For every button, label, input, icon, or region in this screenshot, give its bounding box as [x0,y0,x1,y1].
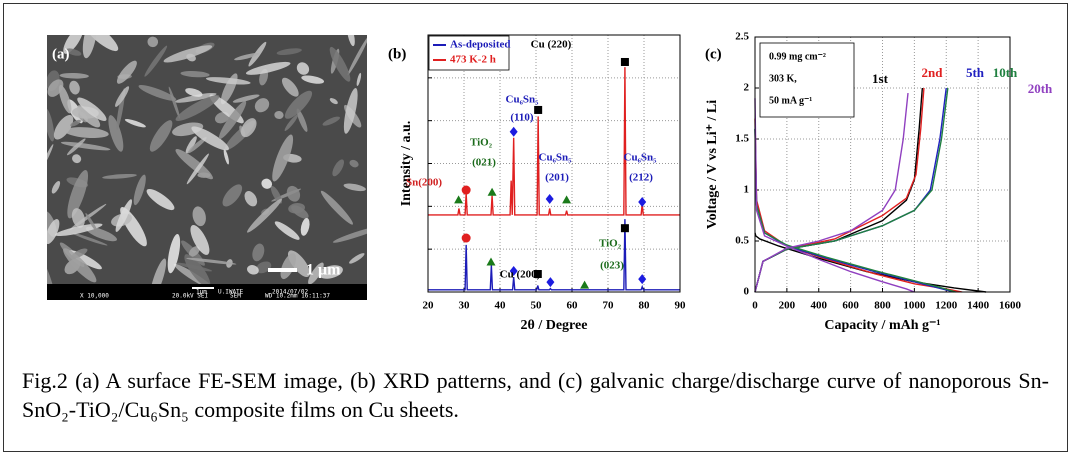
peak-annotation: TiO₂ [599,238,622,250]
figure-panels: (a)1 μm1μmU.IWATE2014/07/02X 10,00020.0k… [0,0,1071,350]
legend-label: 473 K-2 h [450,54,496,66]
sem-info-text: X 10,000 [80,293,109,300]
peak-annotation: Cu₆Sn₅ [506,94,540,106]
peak-annotation: (110) [510,112,534,124]
y-tick-label: 0 [744,286,750,298]
y-tick-label: 2.5 [735,31,749,43]
x-tick-label: 800 [874,300,891,312]
peak-annotation: (023) [600,260,624,272]
x-tick-label: 60 [567,300,579,312]
y-tick-label: 1.5 [735,133,749,145]
peak-annotation: Sn(200) [406,177,442,189]
peak-annotation: Cu (220) [531,39,572,51]
inset-text: 0.99 mg cm⁻² [769,51,826,62]
x-tick-label: 90 [675,300,687,312]
y-tick-label: 0.5 [735,235,749,247]
legend-label: 20th [1028,81,1053,96]
peak-annotation: Cu₆Sn₅ [539,152,573,164]
x-tick-label: 400 [811,300,828,312]
sem-info-text: SEM [230,293,241,300]
y-axis-label: Voltage / V vs Li⁺ / Li [705,100,720,229]
x-tick-label: 80 [639,300,651,312]
y-tick-label: 1 [744,184,750,196]
peak-marker [462,186,471,195]
legend-label: 10th [993,65,1018,80]
x-axis-label: 2θ / Degree [521,318,588,333]
legend-label: As-deposited [450,39,511,51]
peak-annotation: Cu₆Sn₅ [624,152,658,164]
panel-label: (c) [705,46,722,62]
legend-label: 2nd [922,65,944,80]
x-tick-label: 600 [842,300,859,312]
x-tick-label: 40 [495,300,507,312]
caption: Fig.2 (a) A surface FE-SEM image, (b) XR… [22,366,1049,424]
sem-image [40,16,381,301]
peak-marker [621,58,629,66]
x-tick-label: 1200 [935,300,958,312]
x-tick-label: 200 [779,300,796,312]
x-tick-label: 1400 [967,300,990,312]
peak-annotation: (201) [545,172,569,184]
sem-panel-label: (a) [52,46,70,62]
inset-text: 50 mA g⁻¹ [769,95,812,106]
legend-label: 1st [872,71,889,86]
peak-annotation: (212) [629,172,653,184]
legend-label: 5th [966,65,985,80]
peak-annotation: Cu (200) [500,269,541,281]
x-axis-label: Capacity / mAh g⁻¹ [824,318,940,333]
x-tick-label: 70 [603,300,615,312]
x-tick-label: 1600 [999,300,1022,312]
peak-annotation: (021) [472,157,496,169]
x-tick-label: 1000 [903,300,926,312]
x-tick-label: 30 [459,300,471,312]
x-tick-label: 20 [423,300,435,312]
sem-info-text: 20.0kV SEI [172,293,209,300]
peak-marker [621,224,629,232]
peak-annotation: TiO₂ [470,137,493,149]
sem-scale-text: 1 μm [306,262,341,279]
y-tick-label: 2 [744,82,750,94]
figure-page: (a)1 μm1μmU.IWATE2014/07/02X 10,00020.0k… [0,0,1071,455]
x-tick-label: 50 [531,300,543,312]
peak-marker [462,234,471,243]
y-axis-label: Intensity / a.u. [399,121,414,207]
panel-label: (b) [388,46,406,62]
sem-info-text: WD 10.2mm 16:11:37 [265,293,330,300]
x-tick-label: 0 [752,300,758,312]
peak-marker [534,106,542,114]
inset-text: 303 K, [769,73,797,84]
